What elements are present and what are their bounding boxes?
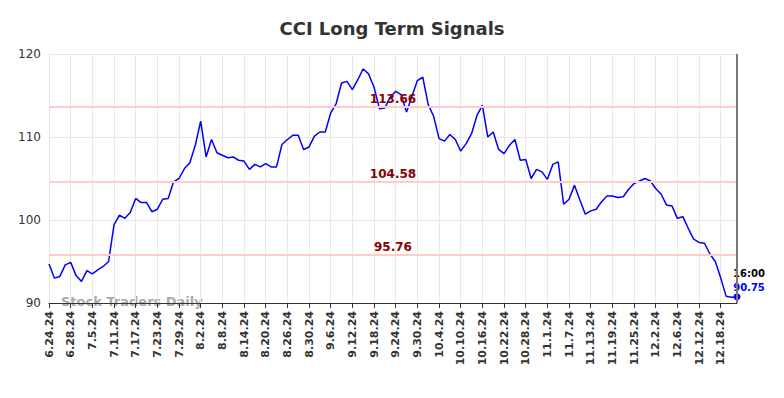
svg-text:10.4.24: 10.4.24 (433, 311, 446, 358)
svg-text:11.7.24: 11.7.24 (563, 311, 576, 358)
svg-text:8.26.24: 8.26.24 (281, 311, 294, 358)
svg-text:9.12.24: 9.12.24 (346, 311, 359, 358)
svg-text:10.10.24: 10.10.24 (454, 311, 467, 366)
svg-text:104.58: 104.58 (370, 167, 416, 181)
svg-text:9.24.24: 9.24.24 (389, 311, 402, 358)
svg-text:6.24.24: 6.24.24 (43, 311, 56, 358)
svg-text:12.6.24: 12.6.24 (671, 311, 684, 358)
svg-text:9.6.24: 9.6.24 (324, 311, 337, 350)
svg-text:11.25.24: 11.25.24 (628, 311, 641, 366)
svg-text:9.18.24: 9.18.24 (368, 311, 381, 358)
svg-text:11.13.24: 11.13.24 (584, 311, 597, 366)
svg-text:CCI Long Term Signals: CCI Long Term Signals (279, 18, 504, 39)
svg-text:95.76: 95.76 (374, 240, 412, 254)
svg-text:10.22.24: 10.22.24 (498, 311, 511, 366)
svg-text:8.8.24: 8.8.24 (216, 311, 229, 350)
svg-text:10.16.24: 10.16.24 (476, 311, 489, 366)
svg-text:11.19.24: 11.19.24 (606, 311, 619, 366)
svg-text:90: 90 (26, 296, 41, 310)
svg-text:90.75: 90.75 (733, 281, 765, 293)
svg-text:Stock Traders Daily: Stock Traders Daily (61, 294, 203, 309)
svg-text:110: 110 (18, 130, 41, 144)
svg-text:8.2.24: 8.2.24 (194, 311, 207, 350)
svg-text:11.1.24: 11.1.24 (541, 311, 554, 358)
svg-text:8.14.24: 8.14.24 (238, 311, 251, 358)
svg-text:12.18.24: 12.18.24 (714, 311, 727, 366)
svg-text:113.66: 113.66 (370, 92, 416, 106)
svg-text:7.17.24: 7.17.24 (129, 311, 142, 358)
svg-text:7.29.24: 7.29.24 (173, 311, 186, 358)
svg-text:16:00: 16:00 (733, 267, 765, 279)
svg-text:7.23.24: 7.23.24 (151, 311, 164, 358)
svg-text:120: 120 (18, 47, 41, 61)
svg-text:12.12.24: 12.12.24 (693, 311, 706, 366)
svg-text:7.11.24: 7.11.24 (108, 311, 121, 358)
svg-text:10.28.24: 10.28.24 (519, 311, 532, 366)
svg-text:100: 100 (18, 213, 41, 227)
svg-text:6.28.24: 6.28.24 (64, 311, 77, 358)
svg-text:8.20.24: 8.20.24 (259, 311, 272, 358)
svg-text:9.30.24: 9.30.24 (411, 311, 424, 358)
svg-text:7.5.24: 7.5.24 (86, 311, 99, 350)
svg-text:8.30.24: 8.30.24 (303, 311, 316, 358)
svg-text:12.2.24: 12.2.24 (649, 311, 662, 358)
